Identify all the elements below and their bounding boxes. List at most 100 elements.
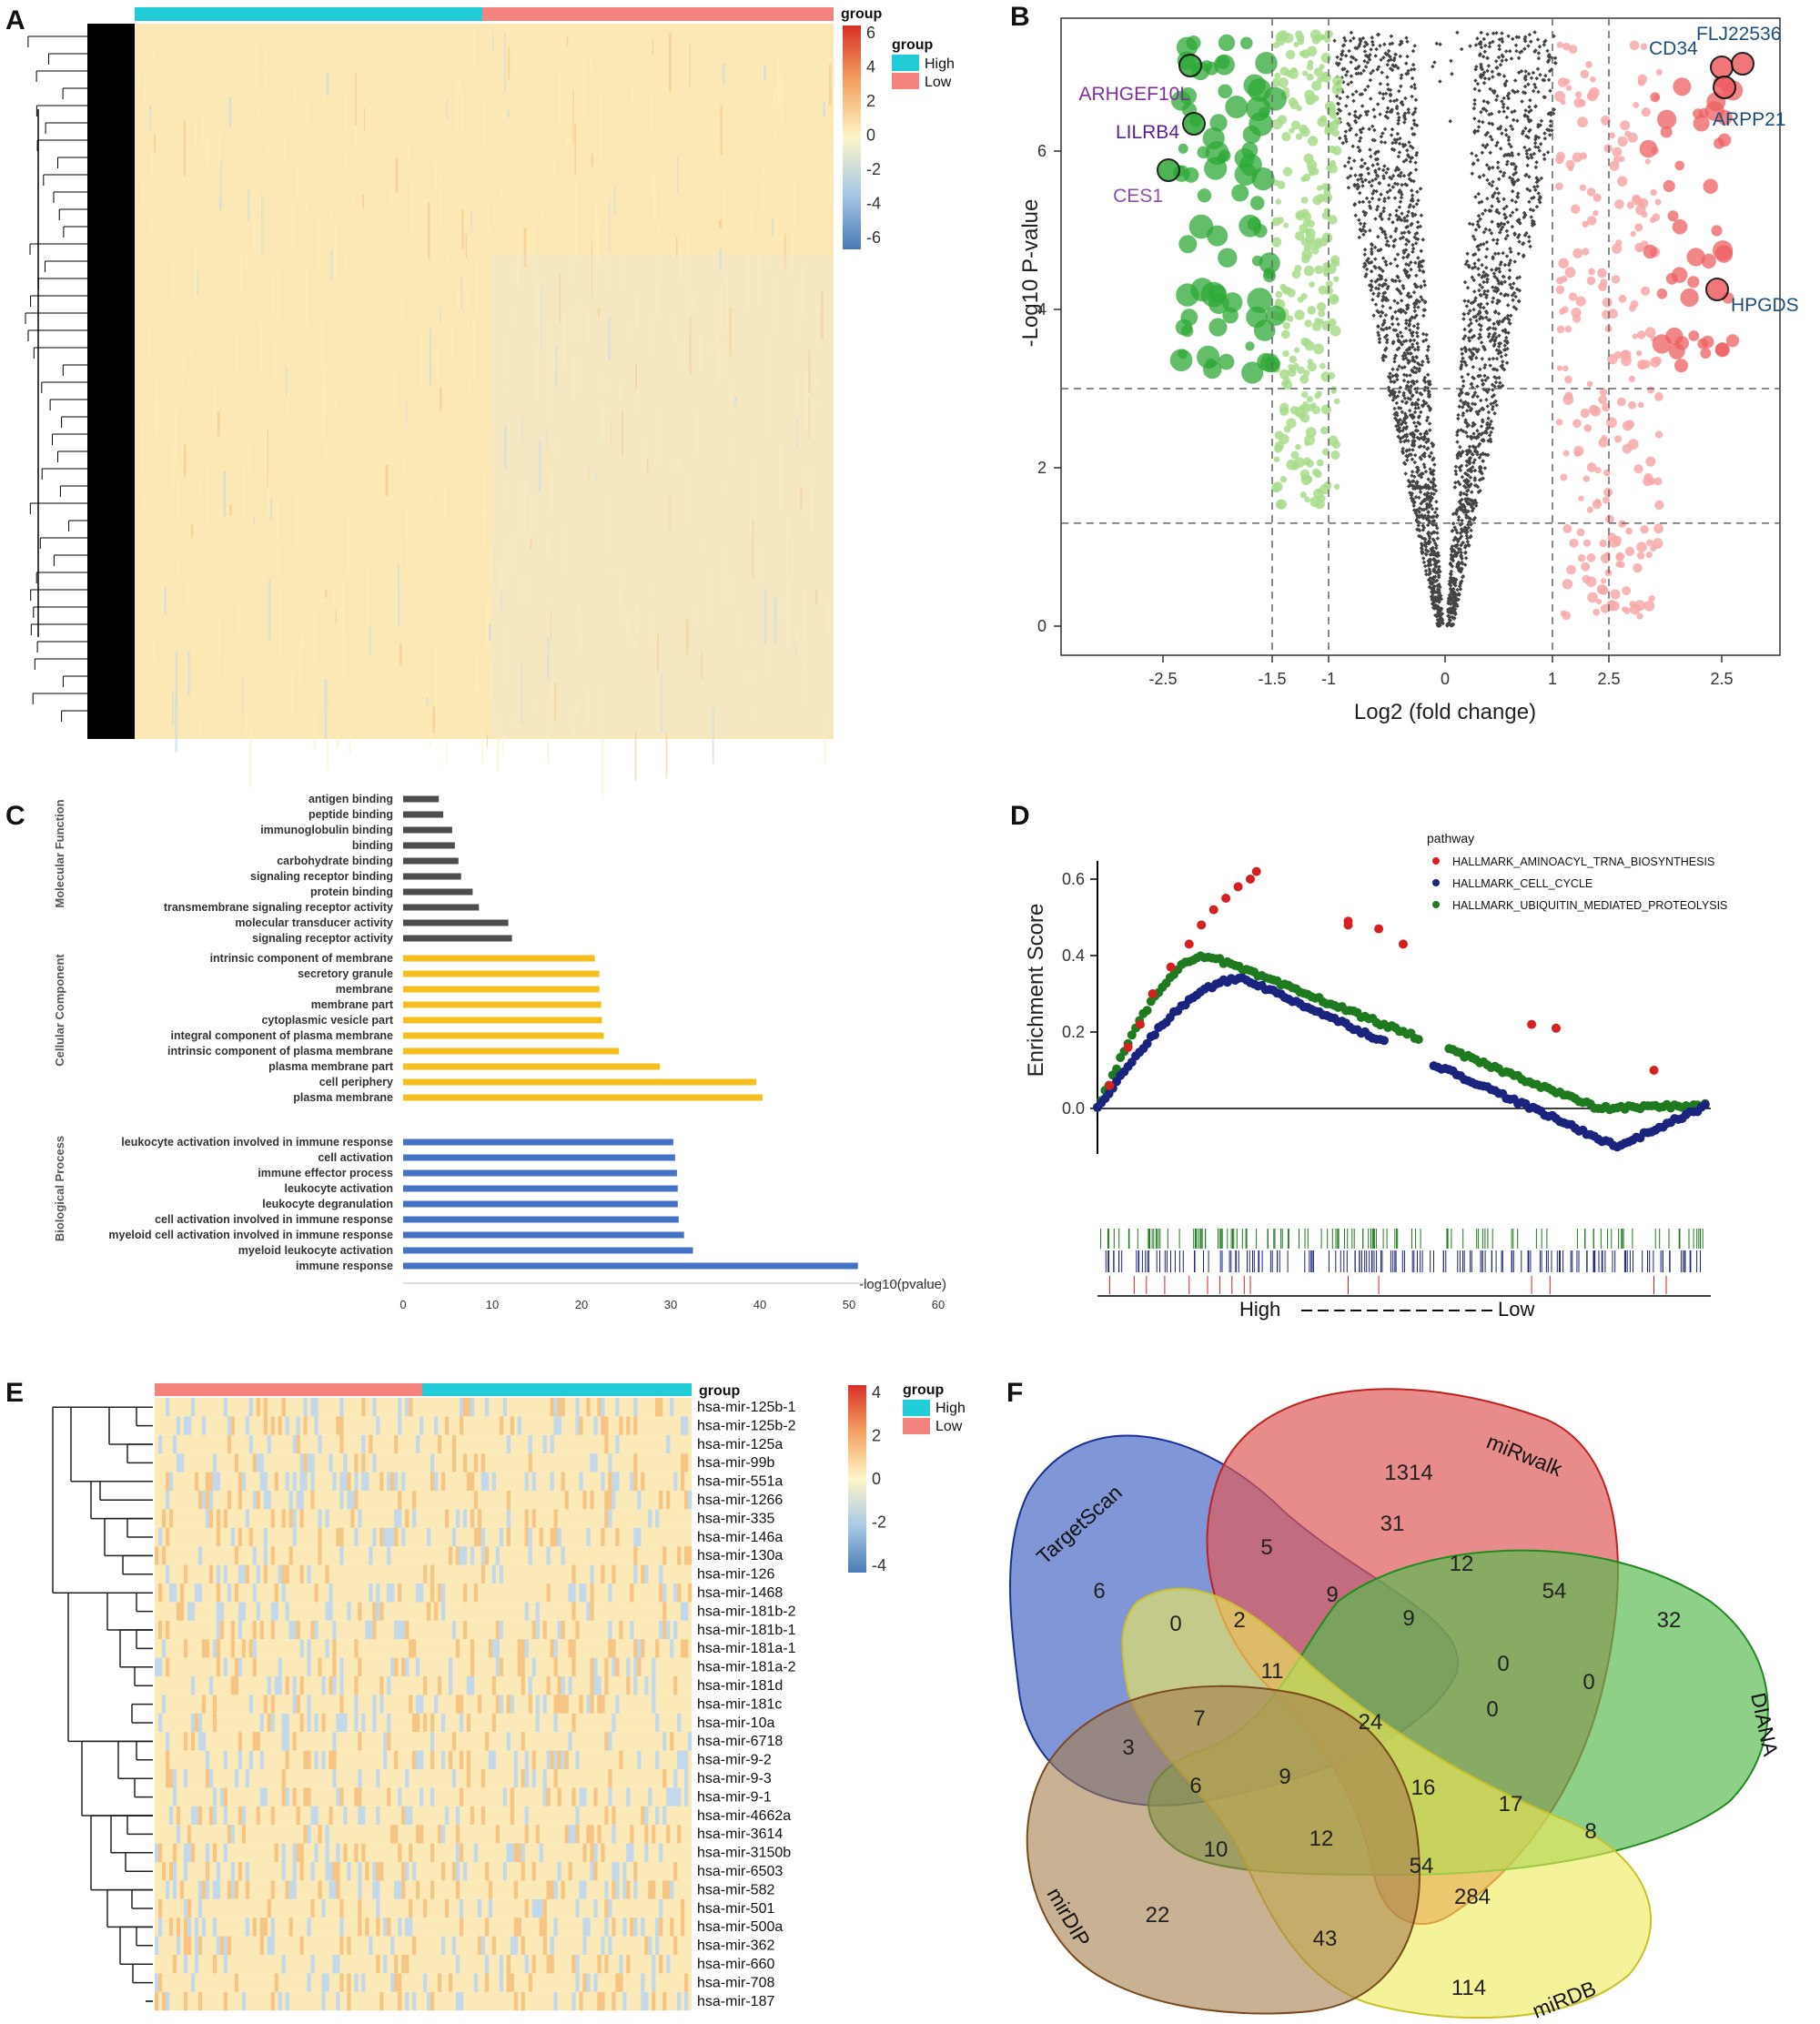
heatmap-e-cell (299, 1472, 304, 1491)
volcano-point-ns (1542, 95, 1547, 100)
heatmap-a-cell (355, 135, 358, 148)
heatmap-e-cell (387, 1527, 391, 1547)
heatmap-e-cell (354, 1453, 359, 1472)
volcano-point-ns (1437, 594, 1442, 600)
volcano-point-ns (1471, 106, 1477, 111)
volcano-point-ns (1413, 160, 1418, 165)
volcano-point-ns (1397, 390, 1401, 394)
heatmap-e-cell (608, 1472, 612, 1491)
volcano-point-ns (1343, 54, 1349, 58)
volcano-point-ns (1502, 262, 1508, 268)
gsea-point-aminoacyl (1184, 939, 1194, 949)
heatmap-a-cell (288, 523, 290, 548)
volcano-point-ns (1490, 204, 1494, 208)
volcano-point-ns (1491, 321, 1496, 327)
volcano-point-up (1609, 132, 1616, 139)
volcano-point-ns (1535, 37, 1541, 42)
volcano-point-ns (1363, 65, 1369, 69)
heatmap-a-cell (720, 287, 723, 330)
heatmap-a-cell (254, 516, 256, 556)
volcano-point-ns (1360, 157, 1364, 162)
volcano-point-ns (1548, 88, 1552, 94)
heatmap-e-cell (637, 1491, 642, 1510)
heatmap-e-cell (176, 1416, 181, 1435)
volcano-point-ns (1494, 403, 1499, 408)
heatmap-e-cell (561, 1546, 565, 1565)
volcano-point-ns (1490, 183, 1494, 188)
volcano-point-ns (1479, 109, 1483, 115)
volcano-point-down (1320, 426, 1329, 435)
heatmap-a-cell (496, 717, 500, 772)
volcano-point-down (1280, 329, 1290, 339)
volcano-point-ns (1412, 452, 1418, 458)
gsea-ytick-label: 0.0 (1062, 1099, 1085, 1118)
heatmap-e-cell (227, 1584, 231, 1603)
heatmap-e-cell (372, 1398, 377, 1417)
volcano-point-up-strong (1680, 288, 1699, 308)
heatmap-e-cell (440, 1472, 446, 1491)
heatmap-e-cell (684, 1453, 689, 1472)
heatmap-a-cell (265, 53, 268, 67)
volcano-point-up (1562, 611, 1572, 621)
volcano-point-up-strong (1700, 348, 1712, 359)
heatmap-e-cell (524, 1527, 529, 1547)
heatmap-e-cell (455, 1546, 460, 1565)
heatmap-a-cell (696, 410, 700, 455)
volcano-point-ns (1420, 298, 1425, 302)
volcano-point-ns (1451, 558, 1456, 563)
volcano-point-ns (1482, 466, 1488, 471)
heatmap-e-cell (502, 1398, 507, 1417)
heatmap-a-cell (277, 544, 279, 575)
dendrogram-a (25, 24, 135, 739)
heatmap-e-cell (550, 1434, 554, 1454)
volcano-point-ns (1455, 587, 1460, 592)
heatmap-a-cell (320, 320, 323, 376)
heatmap-e-cell (354, 1472, 359, 1491)
volcano-point-ns (1522, 38, 1528, 44)
heatmap-e-cell (270, 1546, 275, 1565)
gsea-point-aminoacyl (1399, 939, 1408, 949)
volcano-point-down (1331, 128, 1340, 137)
volcano-point-ns (1407, 408, 1412, 413)
heatmap-e-cell (666, 1434, 671, 1454)
volcano-point-ns (1383, 278, 1389, 283)
heatmap-a-cell (321, 389, 324, 441)
volcano-point-ns (1512, 78, 1518, 83)
volcano-point-ns (1393, 167, 1398, 173)
volcano-point-down (1297, 38, 1304, 46)
heatmap-e-cell (197, 1546, 203, 1565)
heatmap-e-cell (252, 1491, 257, 1510)
volcano-point-ns (1391, 58, 1397, 63)
volcano-point-ns (1475, 452, 1480, 457)
legend-swatch-high-a (892, 55, 919, 71)
volcano-point-ns (1456, 514, 1461, 520)
volcano-point-ns (1514, 207, 1519, 212)
heatmap-a-cell (805, 370, 809, 431)
go-xtick-label: 10 (486, 1298, 499, 1311)
volcano-point-ns (1517, 239, 1522, 244)
volcano-point-ns (1414, 379, 1420, 384)
volcano-point-ns (1475, 81, 1481, 86)
volcano-point-ns (1503, 49, 1509, 54)
heatmap-e-cell (561, 1398, 565, 1417)
heatmap-a-cell (156, 394, 158, 455)
heatmap-a-cell (804, 613, 806, 668)
volcano-point-ns (1402, 120, 1407, 125)
volcano-point-up (1592, 609, 1600, 616)
volcano-point-ns (1449, 547, 1454, 552)
heatmap-a-cell (587, 463, 589, 482)
volcano-point-ns (1513, 199, 1519, 205)
heatmap-a-cell (238, 602, 240, 633)
volcano-point-ns (1461, 317, 1466, 321)
heatmap-e-cell (212, 1472, 217, 1491)
volcano-point-ns (1425, 522, 1431, 528)
heatmap-e-cell (238, 1472, 242, 1491)
heatmap-a-cell (620, 587, 623, 625)
volcano-point-ns (1472, 130, 1477, 136)
heatmap-a-cell (512, 531, 515, 577)
gsea-point-aminoacyl (1166, 962, 1176, 972)
volcano-point-ns (1492, 251, 1498, 257)
heatmap-a-cell (523, 228, 527, 268)
heatmap-a-cell (734, 397, 737, 406)
volcano-point-down (1333, 398, 1340, 405)
